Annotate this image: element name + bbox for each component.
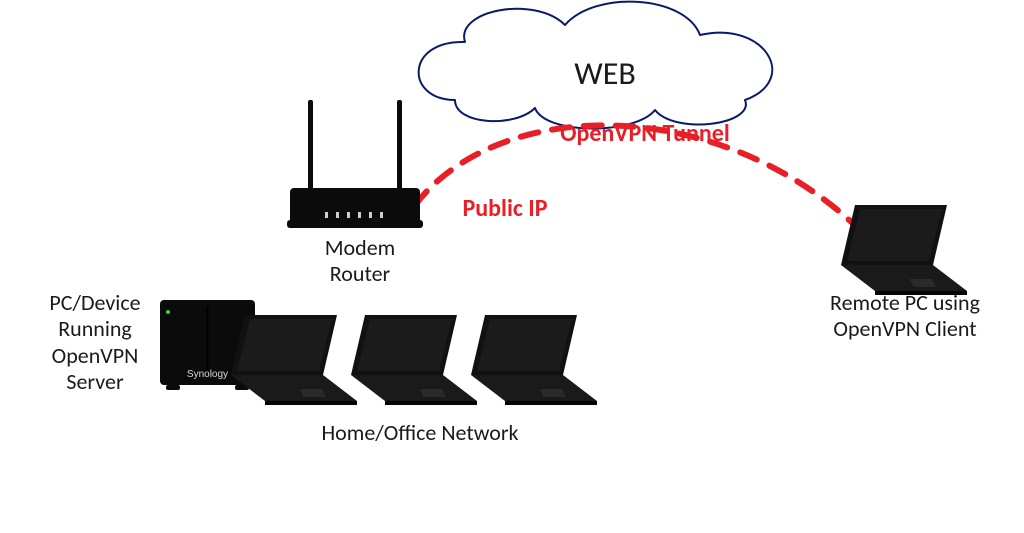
router-icon: [287, 100, 423, 228]
diagram-stage: Synology WEB OpenVPN Tunnel Public IP Mo…: [0, 0, 1024, 533]
svg-text:Synology: Synology: [187, 369, 228, 380]
modem-router-label: Modem Router: [290, 235, 430, 288]
home-network-label: Home/Office Network: [270, 420, 570, 446]
web-label: WEB: [545, 55, 665, 93]
tunnel-label: OpenVPN Tunnel: [515, 120, 775, 149]
server-label: PC/Device Running OpenVPN Server: [20, 290, 170, 396]
public-ip-label: Public IP: [435, 195, 575, 224]
nas-icon: Synology: [160, 300, 255, 390]
svg-layer: Synology: [0, 0, 1024, 533]
remote-pc-label: Remote PC using OpenVPN Client: [790, 290, 1020, 343]
